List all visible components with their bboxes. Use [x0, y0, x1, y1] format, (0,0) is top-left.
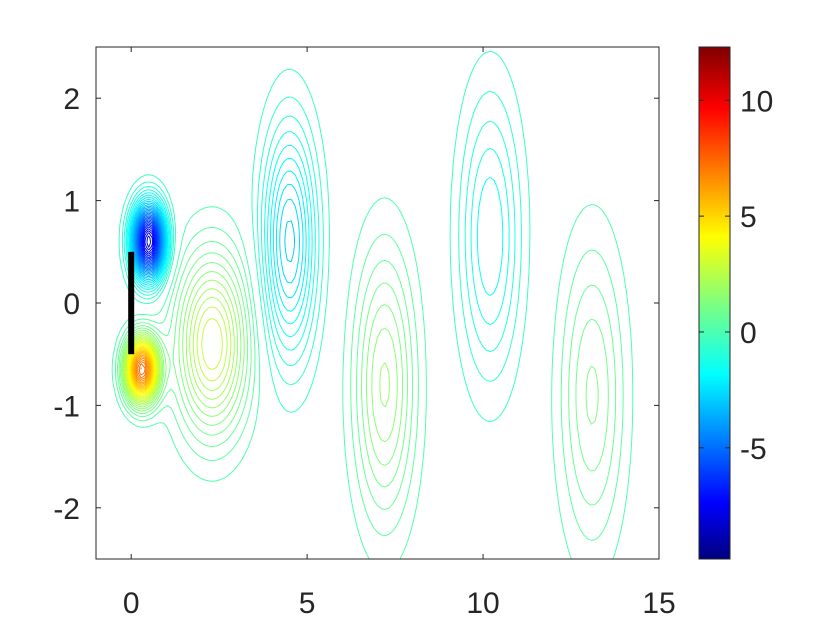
x-tick-label: 0: [123, 587, 140, 620]
contour-level: [133, 208, 164, 275]
plot-background: [96, 47, 659, 559]
contour-level: [117, 241, 617, 510]
y-axis-ticks: 2 1 0 -1 -2: [53, 83, 659, 526]
contour-level: [132, 351, 152, 388]
contour-level: [133, 354, 150, 385]
contour-level: [129, 183, 304, 299]
y-tick-label: 1: [63, 186, 80, 219]
x-tick-label: 10: [466, 587, 499, 620]
contour-level: [126, 144, 504, 338]
contour-level: [123, 296, 232, 404]
contour-level: [144, 232, 153, 251]
contour-level: [133, 207, 164, 276]
contour-level: [115, 226, 624, 541]
contour-level: [129, 346, 154, 393]
colorbar-tick-label: -5: [740, 433, 767, 466]
y-tick-label: -1: [53, 390, 80, 423]
contour-level: [137, 216, 160, 267]
contour-lines: [111, 50, 634, 559]
colorbar-tick-label: 10: [740, 85, 773, 118]
contour-level: [133, 353, 151, 386]
contour-level: [131, 349, 153, 390]
contour-level: [127, 157, 310, 325]
contour-level: [139, 220, 159, 263]
contour-level: [139, 222, 158, 261]
contour-level: [141, 224, 157, 259]
contour-level: [138, 219, 159, 264]
contour-level: [130, 348, 154, 391]
contour-level: [136, 358, 148, 380]
contour-level: [137, 361, 147, 379]
contour-level: [134, 355, 150, 384]
colorbar: [698, 46, 731, 560]
contour-level: [146, 235, 152, 248]
colorbar-ticks: 10 5 0 -5: [699, 85, 773, 466]
y-tick-label: 0: [63, 288, 80, 321]
contour-level: [135, 211, 163, 272]
contour-level: [143, 230, 154, 253]
contour-level: [136, 213, 162, 269]
contour-level: [127, 342, 157, 397]
plate: [128, 251, 135, 355]
contour-level: [119, 262, 599, 466]
contour-level: [131, 202, 295, 281]
x-axis-ticks: 0 5 10 15: [123, 47, 676, 620]
contour-level: [142, 228, 155, 255]
contour-level: [125, 317, 223, 401]
contour-level: [118, 50, 531, 422]
y-tick-label: 2: [63, 83, 80, 116]
contour-level: [125, 131, 510, 351]
contour-level: [136, 215, 161, 268]
contour-level: [122, 288, 235, 406]
contour-level: [135, 357, 149, 382]
contour-level: [142, 226, 156, 257]
contour-level: [121, 271, 398, 443]
contour-level: [138, 363, 146, 376]
contour-level: [124, 306, 228, 403]
contour-level: [140, 223, 157, 260]
x-tick-label: 5: [299, 587, 316, 620]
colorbar-tick-label: 5: [740, 201, 757, 234]
contour-level: [111, 197, 634, 559]
contour-level: [135, 212, 162, 271]
contour-level: [131, 350, 152, 389]
contour-level: [118, 252, 609, 488]
colorbar-tick-label: 0: [740, 317, 757, 350]
contour-level: [134, 209, 163, 273]
y-tick-label: -2: [53, 493, 80, 526]
contour-level: [138, 217, 160, 265]
x-tick-label: 15: [642, 587, 675, 620]
contour-level: [130, 198, 300, 284]
